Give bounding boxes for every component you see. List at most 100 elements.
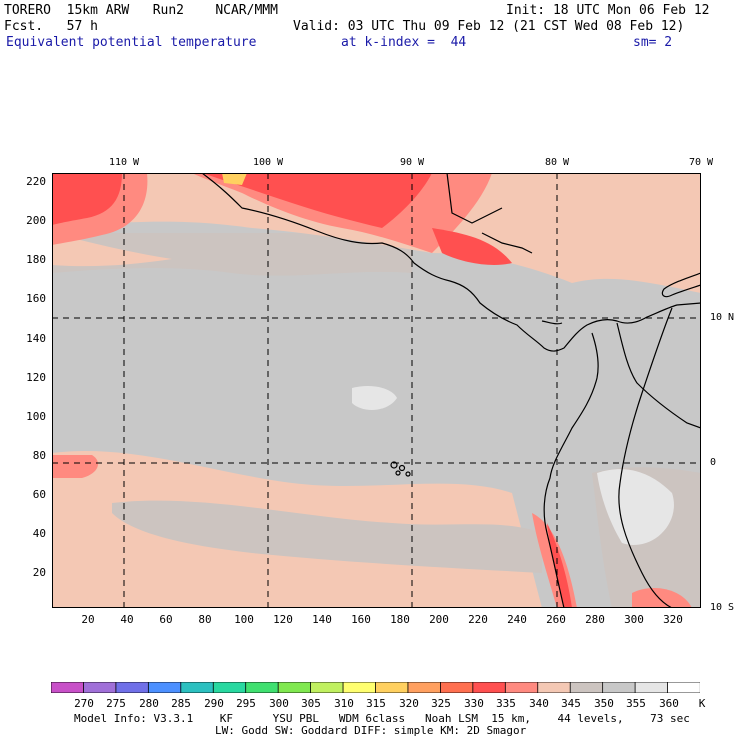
colorbar-label-280: 280: [139, 697, 159, 710]
colorbar-swatch: [245, 682, 279, 693]
y-tick-100: 100: [26, 410, 46, 423]
x-tick-320: 320: [663, 613, 683, 626]
colorbar-label-345: 345: [561, 697, 581, 710]
colorbar-swatch: [569, 682, 604, 693]
field-name: Equivalent potential temperature: [6, 35, 257, 50]
x-tick-40: 40: [120, 613, 134, 626]
colorbar-label-270: 270: [74, 697, 94, 710]
colorbar-swatch: [602, 682, 636, 693]
colorbar-label-355: 355: [626, 697, 646, 710]
colorbar-unit: K: [698, 697, 706, 710]
colorbar-swatch: [310, 682, 344, 693]
colorbar-swatch: [407, 682, 442, 693]
coastline-south-america-west: [543, 332, 599, 608]
colorbar-swatch: [180, 682, 214, 693]
field-warm-pink-west: [52, 455, 98, 478]
field-band-taupe-south: [112, 500, 542, 573]
init-time: Init: 18 UTC Mon 06 Feb 12: [506, 3, 710, 18]
lat-label-10n: 10 N: [710, 312, 735, 323]
border-andes: [618, 307, 673, 608]
k-index: at k-index = 44: [341, 35, 467, 50]
border-costa-rica-panama: [541, 320, 563, 325]
colorbar-swatch: [147, 682, 182, 693]
x-tick-100: 100: [234, 613, 254, 626]
colorbar-swatch: [375, 682, 409, 693]
y-tick-120: 120: [26, 371, 46, 384]
galapagos-island-1: [390, 461, 398, 469]
x-tick-20: 20: [81, 613, 95, 626]
field-band-taupe-north: [52, 233, 412, 276]
colorbar-label-360: 360: [659, 697, 679, 710]
colorbar-label-350: 350: [594, 697, 614, 710]
galapagos-island-4: [405, 471, 411, 477]
x-tick-280: 280: [585, 613, 605, 626]
smoothing: sm= 2: [633, 35, 673, 50]
lon-label-80w: 80 W: [544, 157, 570, 168]
colorbar-swatch: [472, 682, 507, 693]
colorbar-label-340: 340: [529, 697, 549, 710]
colorbar-swatch: [115, 682, 150, 693]
valid-time: Valid: 03 UTC Thu 09 Feb 12 (21 CST Wed …: [293, 19, 685, 34]
colorbar-swatch: [83, 682, 117, 693]
colorbar-swatch: [537, 682, 571, 693]
field-warm-red-nw: [52, 173, 122, 225]
galapagos-island-3: [395, 470, 401, 476]
field-light-andes: [597, 469, 674, 545]
colorbar-label-325: 325: [431, 697, 451, 710]
colorbar-label-320: 320: [399, 697, 419, 710]
y-tick-140: 140: [26, 332, 46, 345]
y-tick-200: 200: [26, 214, 46, 227]
y-tick-80: 80: [32, 449, 46, 462]
y-tick-160: 160: [26, 292, 46, 305]
field-warm-orange-spot: [222, 173, 247, 185]
model-title: TORERO 15km ARW Run2 NCAR/MMM: [4, 3, 278, 18]
coastline-caribbean: [661, 272, 701, 298]
colorbar-swatch: [277, 682, 312, 693]
colorbar-label-315: 315: [366, 697, 386, 710]
x-tick-220: 220: [468, 613, 488, 626]
x-tick-200: 200: [429, 613, 449, 626]
model-physics: LW: Godd SW: Goddard DIFF: simple KM: 2D…: [215, 724, 527, 737]
colorbar-label-300: 300: [269, 697, 289, 710]
lat-label-10s: 10 S: [710, 602, 735, 613]
colorbar-swatch: [634, 682, 669, 693]
y-tick-60: 60: [32, 488, 46, 501]
y-tick-180: 180: [26, 253, 46, 266]
x-tick-120: 120: [273, 613, 293, 626]
lon-label-100w: 100 W: [252, 157, 284, 168]
colorbar-label-335: 335: [496, 697, 516, 710]
y-tick-40: 40: [32, 527, 46, 540]
field-warm-red-peru-coast: [547, 523, 572, 608]
colorbar-label-330: 330: [464, 697, 484, 710]
coastline-central-america: [201, 173, 701, 352]
field-band-pale-northwest: [52, 233, 172, 267]
x-tick-160: 160: [351, 613, 371, 626]
x-tick-180: 180: [390, 613, 410, 626]
colorbar-swatch: [667, 682, 700, 693]
colorbar-label-295: 295: [236, 697, 256, 710]
x-tick-140: 140: [312, 613, 332, 626]
x-tick-60: 60: [159, 613, 173, 626]
y-tick-20: 20: [32, 566, 46, 579]
x-tick-260: 260: [546, 613, 566, 626]
colorbar-label-275: 275: [106, 697, 126, 710]
map-frame: [52, 173, 701, 608]
colorbar-label-285: 285: [171, 697, 191, 710]
colorbar-swatch: [212, 682, 247, 693]
x-tick-240: 240: [507, 613, 527, 626]
theta-e-map: [52, 173, 701, 608]
lat-label-equator: 0: [710, 457, 717, 468]
colorbar-swatch: [439, 682, 474, 693]
colorbar-label-290: 290: [204, 697, 224, 710]
colorbar-label-305: 305: [301, 697, 321, 710]
lon-label-110w: 110 W: [108, 157, 140, 168]
y-tick-220: 220: [26, 175, 46, 188]
border-honduras: [481, 232, 533, 254]
field-light-patch-central: [352, 386, 397, 410]
field-pink-south-edge: [632, 588, 692, 608]
lon-label-90w: 90 W: [399, 157, 425, 168]
colorbar-swatch: [342, 682, 377, 693]
field-warm-red-isthmus: [432, 228, 512, 265]
colorbar-swatch: [51, 682, 85, 693]
lon-label-70w: 70 W: [688, 157, 714, 168]
